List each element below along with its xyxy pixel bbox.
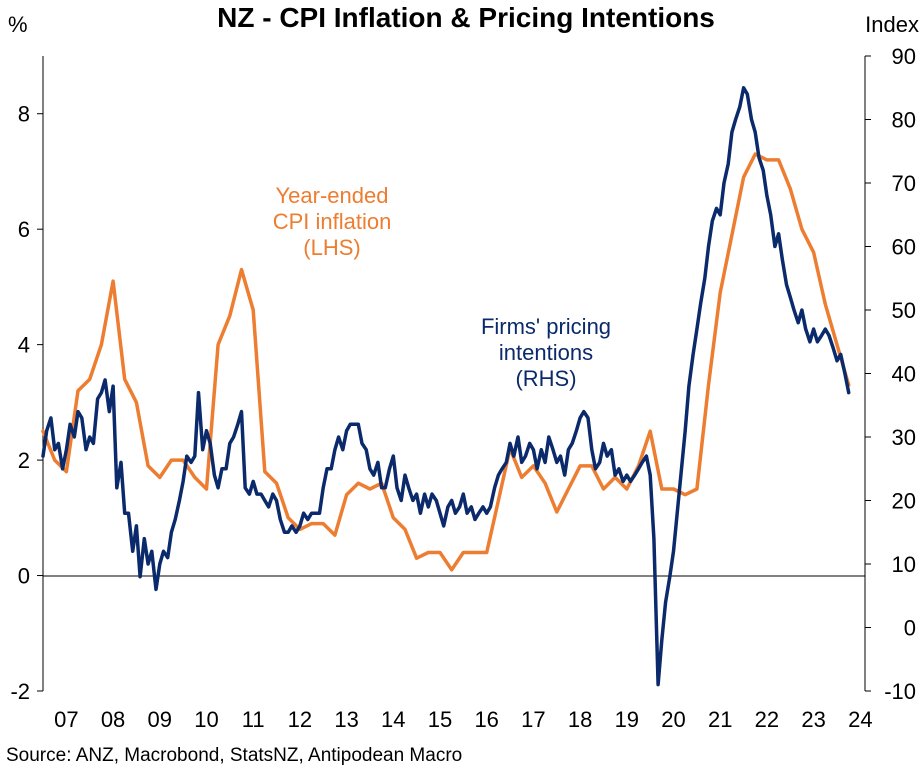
pricing-intentions-line [41, 86, 851, 687]
cpi-inflation-line [41, 152, 851, 572]
right-tick-label: 70 [892, 171, 916, 196]
x-tick-label: 18 [568, 707, 592, 732]
cpi-inflation-label-line: CPI inflation [273, 209, 392, 234]
left-tick-label: -2 [10, 679, 30, 704]
left-tick-label: 0 [18, 564, 30, 589]
x-tick-label: 24 [848, 707, 872, 732]
chart-title: NZ - CPI Inflation & Pricing Intentions [217, 2, 715, 33]
right-tick-label: 50 [892, 298, 916, 323]
x-tick-label: 11 [242, 707, 265, 732]
right-tick-label: 90 [892, 44, 916, 69]
x-tick-label: 19 [615, 707, 639, 732]
right-axis-unit-label: Index [865, 12, 919, 37]
left-tick-label: 6 [18, 217, 30, 242]
x-tick-label: 15 [428, 707, 452, 732]
right-tick-label: 60 [892, 235, 916, 260]
left-tick-label: 2 [18, 448, 30, 473]
right-tick-label: 30 [892, 425, 916, 450]
pricing-intentions-label: Firms' pricing intentions (RHS) [481, 314, 611, 391]
cpi-inflation-label-line: Year-ended [276, 183, 389, 208]
x-tick-label: 12 [288, 707, 312, 732]
x-tick-label: 08 [101, 707, 125, 732]
x-tick-labels: 07 08 09 10 11 12 13 14 15 16 17 18 19 20 21 22 23 24 [54, 707, 872, 732]
left-tick-label: 4 [18, 333, 30, 358]
x-tick-label: 09 [148, 707, 172, 732]
x-tick-label: 17 [521, 707, 545, 732]
right-tick-label: 0 [904, 616, 916, 641]
x-tick-label: 16 [474, 707, 498, 732]
pricing-intentions-label-line: intentions [499, 340, 593, 365]
right-tick-label: -10 [884, 679, 916, 704]
x-tick-label: 22 [755, 707, 779, 732]
x-tick-label: 21 [708, 707, 732, 732]
x-tick-label: 13 [334, 707, 358, 732]
left-tick-label: 8 [18, 102, 30, 127]
cpi-inflation-label: Year-ended CPI inflation (LHS) [273, 183, 392, 260]
x-tick-label: 23 [801, 707, 825, 732]
x-tick-label: 07 [54, 707, 78, 732]
series-labels: Year-ended CPI inflation (LHS) Firms' prici… [273, 183, 611, 391]
series-lines [41, 86, 851, 687]
x-tick-label: 14 [381, 707, 405, 732]
x-tick-label: 20 [661, 707, 685, 732]
source-note: Source: ANZ, Macrobond, StatsNZ, Antipod… [6, 745, 462, 765]
right-tick-label: 80 [892, 108, 916, 133]
left-tick-labels: -2 0 2 4 6 8 [10, 102, 43, 704]
pricing-intentions-label-line: Firms' pricing [481, 314, 611, 339]
right-tick-label: 10 [892, 552, 916, 577]
cpi-inflation-label-line: (LHS) [303, 235, 360, 260]
pricing-intentions-label-line: (RHS) [515, 366, 576, 391]
right-tick-labels: -10 0 10 20 30 40 50 60 70 80 90 [865, 44, 916, 704]
right-tick-label: 20 [892, 489, 916, 514]
right-tick-label: 40 [892, 362, 916, 387]
left-axis-unit-label: % [8, 12, 28, 37]
x-tick-label: 10 [194, 707, 218, 732]
